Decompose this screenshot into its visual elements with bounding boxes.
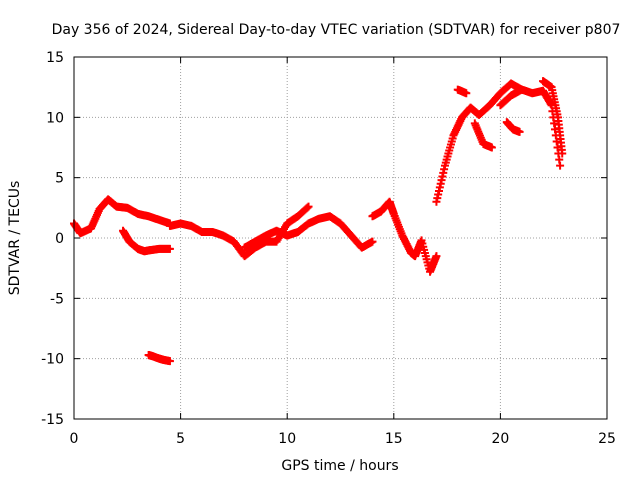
data-point — [368, 237, 377, 246]
series-track-7 — [432, 79, 526, 206]
y-tick-label: 5 — [55, 171, 64, 187]
chart-title: Day 356 of 2024, Sidereal Day-to-day VTE… — [52, 22, 621, 38]
series-track-1 — [70, 195, 174, 238]
data-point — [432, 252, 441, 261]
series-track-9 — [470, 119, 496, 152]
series-track-8 — [453, 85, 471, 98]
grid — [74, 57, 607, 419]
data-point — [462, 89, 471, 98]
series-track-6 — [368, 197, 441, 276]
data-point — [304, 202, 313, 211]
y-axis-label: SDTVAR / TECUs — [7, 181, 23, 296]
x-tick-label: 25 — [598, 431, 616, 447]
y-tick-label: -5 — [50, 291, 64, 307]
series-track-12 — [539, 77, 567, 158]
y-tick-label: -15 — [41, 412, 64, 428]
x-tick-label: 15 — [385, 431, 403, 447]
y-tick-label: 15 — [46, 50, 64, 66]
data-point — [165, 357, 174, 366]
axis-ticks: 0 5 10 15 20 25 -15 -10 -5 0 5 10 15 — [41, 50, 616, 447]
y-tick-label: 0 — [55, 231, 64, 247]
data-point — [487, 143, 496, 152]
series-track-2 — [119, 226, 174, 256]
data-point — [556, 161, 565, 170]
y-tick-label: 10 — [46, 110, 64, 126]
x-tick-label: 0 — [70, 431, 79, 447]
x-tick-label: 20 — [491, 431, 509, 447]
data-point — [515, 127, 524, 136]
data-points — [70, 77, 567, 366]
series-track-5 — [240, 212, 377, 252]
series-track-3 — [144, 351, 174, 366]
series-track-4 — [165, 202, 313, 261]
x-axis-label: GPS time / hours — [281, 458, 398, 474]
data-point — [165, 244, 174, 253]
x-tick-label: 10 — [278, 431, 296, 447]
series-track-10 — [502, 118, 524, 136]
data-point — [558, 149, 567, 158]
x-tick-label: 5 — [176, 431, 185, 447]
plot-frame — [73, 56, 608, 420]
y-tick-label: -10 — [41, 352, 64, 368]
